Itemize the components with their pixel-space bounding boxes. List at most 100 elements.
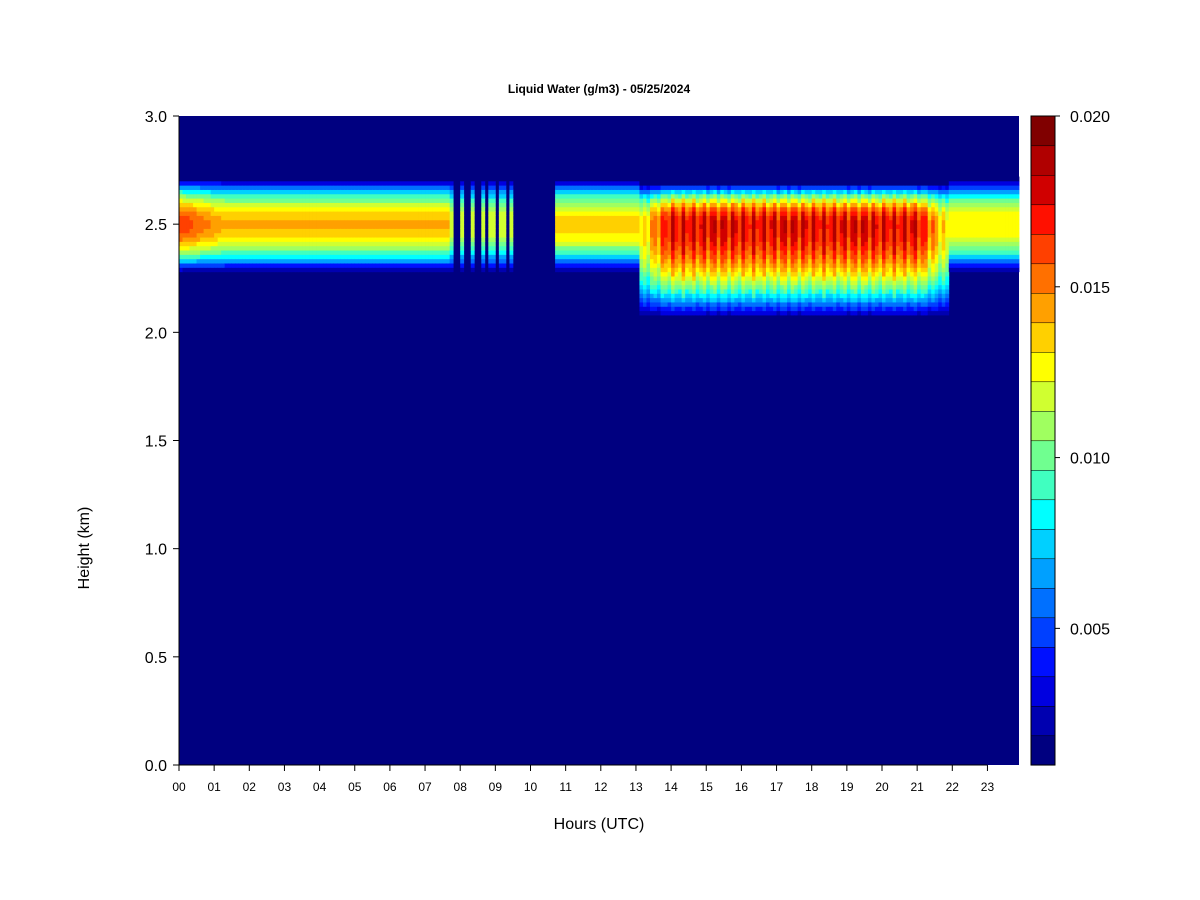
heatmap-cell [319, 241, 324, 247]
heatmap-cell [238, 232, 243, 238]
heatmap-cell [646, 202, 651, 208]
heatmap-cell [235, 193, 240, 199]
heatmap-cell [259, 250, 264, 255]
heatmap-cell [681, 215, 686, 221]
heatmap-cell [410, 180, 415, 186]
heatmap-cell [910, 254, 915, 260]
heatmap-cell [860, 219, 865, 225]
heatmap-cell [860, 215, 865, 221]
heatmap-cell [832, 306, 837, 312]
heatmap-cell [295, 263, 299, 268]
heatmap-cell [720, 232, 725, 238]
heatmap-cell [843, 271, 848, 277]
heatmap-cell [853, 293, 858, 299]
heatmap-cell [323, 228, 328, 234]
heatmap-cell [284, 198, 289, 203]
heatmap-cell [892, 258, 897, 264]
heatmap-cell [446, 189, 451, 195]
heatmap-cell [382, 258, 387, 264]
heatmap-cell [583, 250, 588, 255]
heatmap-cell [562, 219, 567, 225]
heatmap-cell [843, 293, 848, 299]
heatmap-cell [692, 202, 697, 208]
heatmap-cell [235, 176, 240, 182]
heatmap-cell [744, 271, 749, 277]
heatmap-cell [628, 202, 633, 208]
heatmap-cell [671, 315, 676, 320]
heatmap-cell [671, 250, 676, 255]
heatmap-cell [590, 245, 595, 251]
heatmap-cell [871, 180, 876, 186]
heatmap-cell [917, 306, 922, 312]
heatmap-cell [773, 206, 777, 212]
heatmap-cell [326, 176, 331, 182]
heatmap-cell [716, 289, 721, 294]
heatmap-cell [871, 211, 876, 216]
heatmap-cell [892, 215, 897, 221]
heatmap-cell [207, 228, 212, 234]
heatmap-cell [607, 224, 612, 229]
heatmap-cell [818, 180, 823, 186]
heatmap-cell [635, 176, 640, 182]
heatmap-cell [695, 180, 700, 186]
heatmap-cell [305, 211, 310, 216]
heatmap-cell [632, 180, 637, 186]
heatmap-cell [874, 267, 879, 273]
heatmap-cell [758, 289, 763, 294]
heatmap-cell [751, 258, 756, 264]
heatmap-cell [590, 250, 595, 255]
heatmap-cell [439, 241, 444, 247]
heatmap-cell [597, 245, 602, 251]
heatmap-cell [604, 206, 609, 212]
heatmap-cell [678, 245, 683, 251]
heatmap-cell [403, 202, 408, 208]
heatmap-cell [762, 306, 767, 312]
heatmap-cell [702, 232, 707, 238]
heatmap-cell [179, 176, 183, 182]
heatmap-cell [646, 219, 651, 225]
heatmap-cell [632, 193, 637, 199]
heatmap-cell [720, 237, 725, 242]
heatmap-cell [702, 280, 707, 286]
heatmap-cell [502, 202, 507, 208]
heatmap-cell [864, 315, 869, 320]
heatmap-cell [878, 245, 883, 251]
heatmap-cell [323, 211, 328, 216]
heatmap-cell [730, 198, 735, 203]
heatmap-cell [323, 198, 328, 203]
heatmap-cell [773, 293, 777, 299]
heatmap-cell [889, 310, 893, 316]
heatmap-cell [723, 267, 728, 273]
heatmap-cell [488, 202, 493, 208]
heatmap-cell [882, 258, 886, 264]
heatmap-cell [874, 254, 879, 260]
heatmap-cell [393, 180, 398, 186]
heatmap-cell [787, 263, 792, 268]
heatmap-cell [358, 219, 363, 225]
heatmap-cell [340, 224, 345, 229]
heatmap-cell [794, 202, 799, 208]
heatmap-cell [182, 241, 187, 247]
heatmap-cell [896, 315, 900, 320]
heatmap-cell [860, 198, 865, 203]
heatmap-cell [305, 245, 310, 251]
heatmap-cell [730, 224, 735, 229]
heatmap-cell [295, 237, 299, 242]
heatmap-cell [878, 263, 883, 268]
heatmap-cell [913, 284, 918, 290]
heatmap-cell [403, 232, 408, 238]
heatmap-cell [801, 180, 806, 186]
heatmap-cell [569, 211, 574, 216]
heatmap-cell [857, 245, 862, 251]
heatmap-cell [259, 245, 264, 251]
heatmap-cell [720, 284, 725, 290]
heatmap-cell [692, 180, 697, 186]
heatmap-cell [667, 310, 672, 316]
heatmap-cell [344, 211, 349, 216]
heatmap-cell [874, 206, 879, 212]
heatmap-cell [787, 289, 792, 294]
heatmap-cell [720, 224, 725, 229]
heatmap-cell [266, 198, 271, 203]
heatmap-cell [825, 224, 830, 229]
heatmap-cell [685, 254, 690, 260]
